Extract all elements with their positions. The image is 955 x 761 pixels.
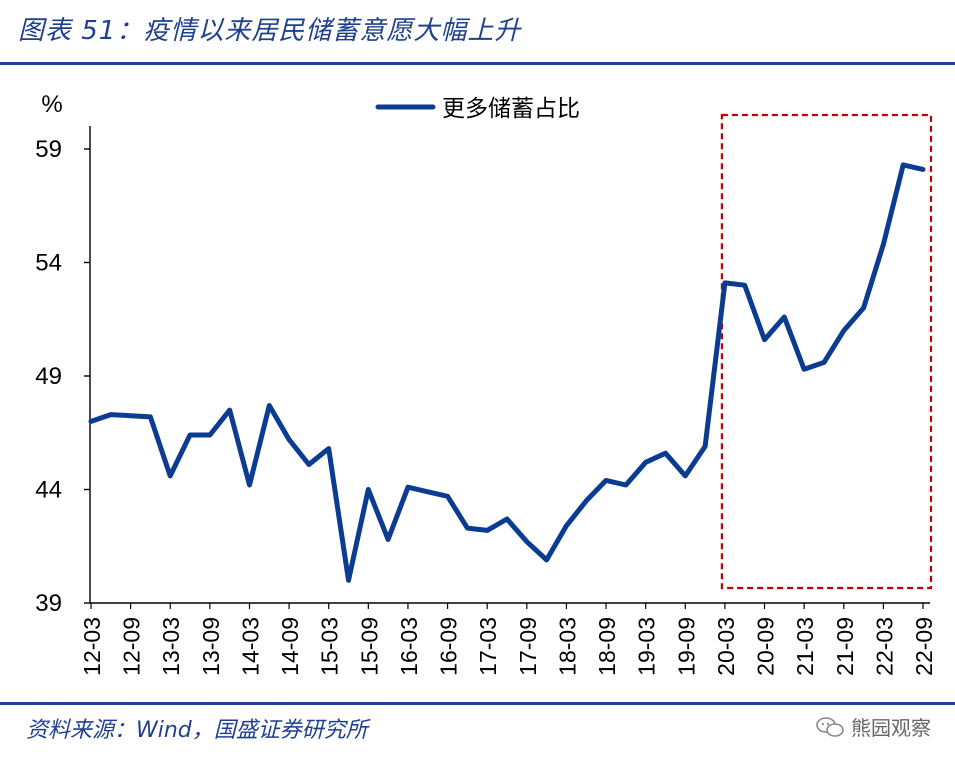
x-tick-label: 13-09 — [198, 617, 224, 676]
source-note: 资料来源：Wind，国盛证券研究所 — [26, 718, 368, 743]
series-layer — [88, 162, 926, 583]
watermark-label: 熊园观察 — [851, 716, 931, 740]
chart-legend: 更多储蓄占比 — [375, 96, 580, 122]
wechat-icon — [816, 716, 844, 737]
y-axis-unit-label: % — [41, 91, 62, 118]
x-tick-label: 22-03 — [871, 617, 897, 676]
x-tick-label: 13-03 — [158, 617, 184, 676]
chart-axes: % 39 44 49 54 59 12-03 12-09 13-03 13-09 14-03 14-0… — [35, 91, 937, 676]
x-tick-label: 18-03 — [554, 617, 580, 676]
highlight-box — [720, 113, 933, 590]
x-tick-label: 15-03 — [317, 617, 343, 676]
x-tick-label: 16-03 — [396, 617, 422, 676]
x-tick-label: 18-09 — [594, 617, 620, 676]
legend-label: 更多储蓄占比 — [442, 96, 580, 122]
x-tick-label: 12-09 — [119, 617, 145, 676]
x-tick-label: 19-09 — [673, 617, 699, 676]
watermark: 熊园观察 — [815, 712, 931, 741]
y-tick-label: 44 — [35, 477, 62, 504]
x-tick-label: 17-03 — [475, 617, 501, 676]
series-line-savings — [88, 162, 926, 583]
line-chart: % 39 44 49 54 59 12-03 12-09 13-03 13-09 14-03 14-0… — [35, 91, 937, 676]
figure-title: 图表 51：疫情以来居民储蓄意愿大幅上升 — [18, 16, 522, 46]
x-tick-label: 20-09 — [753, 617, 779, 676]
y-tick-label: 49 — [35, 363, 62, 390]
x-tick-label: 19-03 — [634, 617, 660, 676]
x-tick-label: 21-03 — [792, 617, 818, 676]
y-tick-label: 39 — [35, 590, 62, 617]
x-tick-label: 21-09 — [832, 617, 858, 676]
x-tick-label: 15-09 — [356, 617, 382, 676]
x-tick-label: 14-03 — [237, 617, 263, 676]
bottom-divider — [0, 702, 955, 705]
x-tick-label: 14-09 — [277, 617, 303, 676]
x-tick-label: 20-03 — [713, 617, 739, 676]
x-tick-label: 16-09 — [436, 617, 462, 676]
highlight-region — [720, 113, 933, 590]
y-tick-label: 54 — [35, 250, 62, 277]
x-tick-label: 17-09 — [515, 617, 541, 676]
y-tick-label: 59 — [35, 136, 62, 163]
x-tick-label: 22-09 — [911, 617, 937, 676]
x-tick-label: 12-03 — [79, 617, 105, 676]
top-divider — [0, 62, 955, 65]
